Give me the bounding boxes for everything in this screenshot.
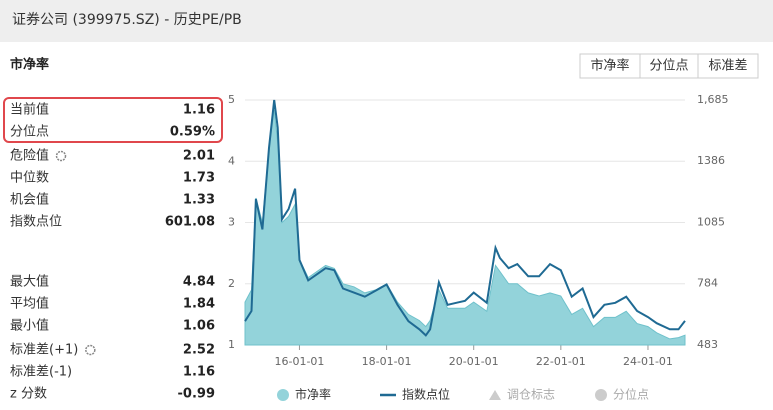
legend-label[interactable]: 市净率 xyxy=(295,387,331,402)
x-tick-label: 24-01-01 xyxy=(623,355,673,368)
stat-value: 1.06 xyxy=(183,319,215,334)
tab-button[interactable] xyxy=(579,53,641,79)
x-tick-label: 16-01-01 xyxy=(274,355,324,368)
y2-tick-label: 1085 xyxy=(697,215,725,228)
stat-label: 机会值 xyxy=(10,192,49,208)
stat-label: 分位点 xyxy=(10,125,49,140)
stat-label: 中位数 xyxy=(10,171,49,186)
index-line xyxy=(244,99,686,337)
stat-value: -0.99 xyxy=(178,387,215,402)
stat-label: z 分数 xyxy=(10,387,47,402)
stat-value: 2.52 xyxy=(183,343,215,358)
legend-label[interactable]: 指数点位 xyxy=(402,387,450,402)
stat-value: 1.16 xyxy=(183,103,215,118)
stat-label: 标准差(-1) xyxy=(10,365,72,380)
stat-value: 1.16 xyxy=(183,365,215,380)
y2-tick-label: 1386 xyxy=(697,154,725,167)
legend-swatch xyxy=(489,390,501,400)
tab-button[interactable] xyxy=(639,53,699,79)
legend-swatch xyxy=(595,389,607,401)
header-title: 证券公司 (399975.SZ) - 历史PE/PB xyxy=(12,12,242,28)
y-tick-label: 3 xyxy=(228,216,235,229)
stat-value: 1.84 xyxy=(183,297,215,312)
legend-label[interactable]: 分位点 xyxy=(613,387,649,402)
settings-icon[interactable] xyxy=(55,150,67,162)
stat-label: 当前值 xyxy=(10,102,49,118)
y-tick-label: 2 xyxy=(228,277,235,290)
highlight-box xyxy=(3,97,223,143)
panel-title: 市净率 xyxy=(10,57,49,73)
stat-value: 1.73 xyxy=(183,171,215,186)
pb-area xyxy=(244,109,686,346)
x-tick-label: 20-01-01 xyxy=(449,355,499,368)
x-tick-label: 22-01-01 xyxy=(536,355,586,368)
stat-value: 0.59% xyxy=(170,125,215,140)
header-bar xyxy=(0,0,773,42)
y-tick-label: 4 xyxy=(228,154,235,167)
stat-value: 2.01 xyxy=(183,149,215,164)
stat-label: 平均值 xyxy=(10,296,49,312)
tab-button[interactable] xyxy=(697,53,759,79)
legend-swatch xyxy=(277,389,289,401)
stat-value: 4.84 xyxy=(183,275,215,290)
legend-label[interactable]: 调仓标志 xyxy=(507,388,555,402)
y-tick-label: 1 xyxy=(228,338,235,351)
stat-label: 最大值 xyxy=(10,274,49,290)
tab-button-label[interactable]: 分位点 xyxy=(649,59,688,74)
x-tick-label: 18-01-01 xyxy=(362,355,412,368)
stat-label: 危险值 xyxy=(10,148,49,164)
settings-icon[interactable] xyxy=(85,344,96,356)
stat-label: 标准差(+1) xyxy=(10,343,78,358)
y2-tick-label: 1,685 xyxy=(697,93,729,106)
stat-value: 1.33 xyxy=(183,193,215,208)
y2-tick-label: 784 xyxy=(697,277,718,290)
stat-label: 指数点位 xyxy=(10,215,62,230)
stat-value: 601.08 xyxy=(165,215,215,230)
stat-label: 最小值 xyxy=(10,318,49,334)
y2-tick-label: 483 xyxy=(697,338,718,351)
y-tick-label: 5 xyxy=(228,93,235,106)
tab-button-label[interactable]: 标准差 xyxy=(708,59,747,74)
tab-button-label[interactable]: 市净率 xyxy=(590,58,629,74)
